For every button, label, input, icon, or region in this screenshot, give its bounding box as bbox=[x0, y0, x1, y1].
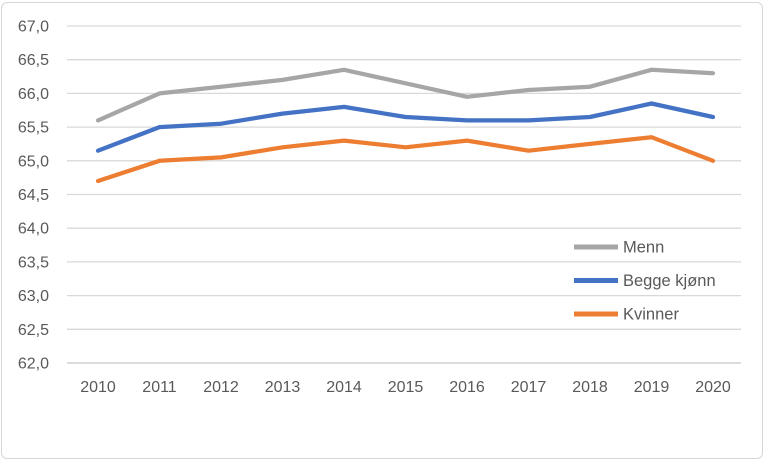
x-tick-label: 2011 bbox=[142, 379, 177, 396]
y-tick-label: 66,5 bbox=[18, 52, 49, 69]
x-tick-label: 2010 bbox=[80, 379, 116, 396]
chart-frame: 62,0 62,5 63,0 63,5 64,0 64,5 65,0 65,5 66,0 66,5… bbox=[1, 2, 763, 459]
x-tick-label: 2015 bbox=[388, 379, 424, 396]
x-tick-label: 2017 bbox=[511, 379, 547, 396]
y-tick-label: 64,0 bbox=[18, 221, 49, 238]
x-tick-label: 2014 bbox=[326, 379, 362, 396]
y-tick-label: 62,5 bbox=[18, 322, 49, 339]
y-tick-label: 63,0 bbox=[18, 288, 49, 305]
y-tick-label: 65,0 bbox=[18, 153, 49, 170]
x-tick-label: 2019 bbox=[634, 379, 670, 396]
y-tick-label: 62,0 bbox=[18, 356, 49, 373]
x-tick-label: 2018 bbox=[572, 379, 608, 396]
legend-label-0: Menn bbox=[623, 239, 664, 257]
x-tick-label: 2012 bbox=[203, 379, 239, 396]
legend-label-1: Begge kjønn bbox=[623, 272, 716, 290]
x-tick-label: 2016 bbox=[449, 379, 485, 396]
line-chart: 62,0 62,5 63,0 63,5 64,0 64,5 65,0 65,5 66,0 66,5… bbox=[18, 19, 741, 396]
y-tick-label: 66,0 bbox=[18, 86, 49, 103]
x-tick-label: 2013 bbox=[265, 379, 301, 396]
y-tick-label: 64,5 bbox=[18, 187, 49, 204]
series-line-2 bbox=[95, 135, 716, 184]
series-line-1 bbox=[95, 101, 716, 153]
y-tick-label: 65,5 bbox=[18, 120, 49, 137]
x-tick-label: 2020 bbox=[695, 379, 731, 396]
y-tick-label: 67,0 bbox=[18, 19, 49, 36]
y-tick-label: 63,5 bbox=[18, 254, 49, 271]
legend-label-2: Kvinner bbox=[623, 306, 679, 324]
series-line-0 bbox=[95, 67, 716, 123]
